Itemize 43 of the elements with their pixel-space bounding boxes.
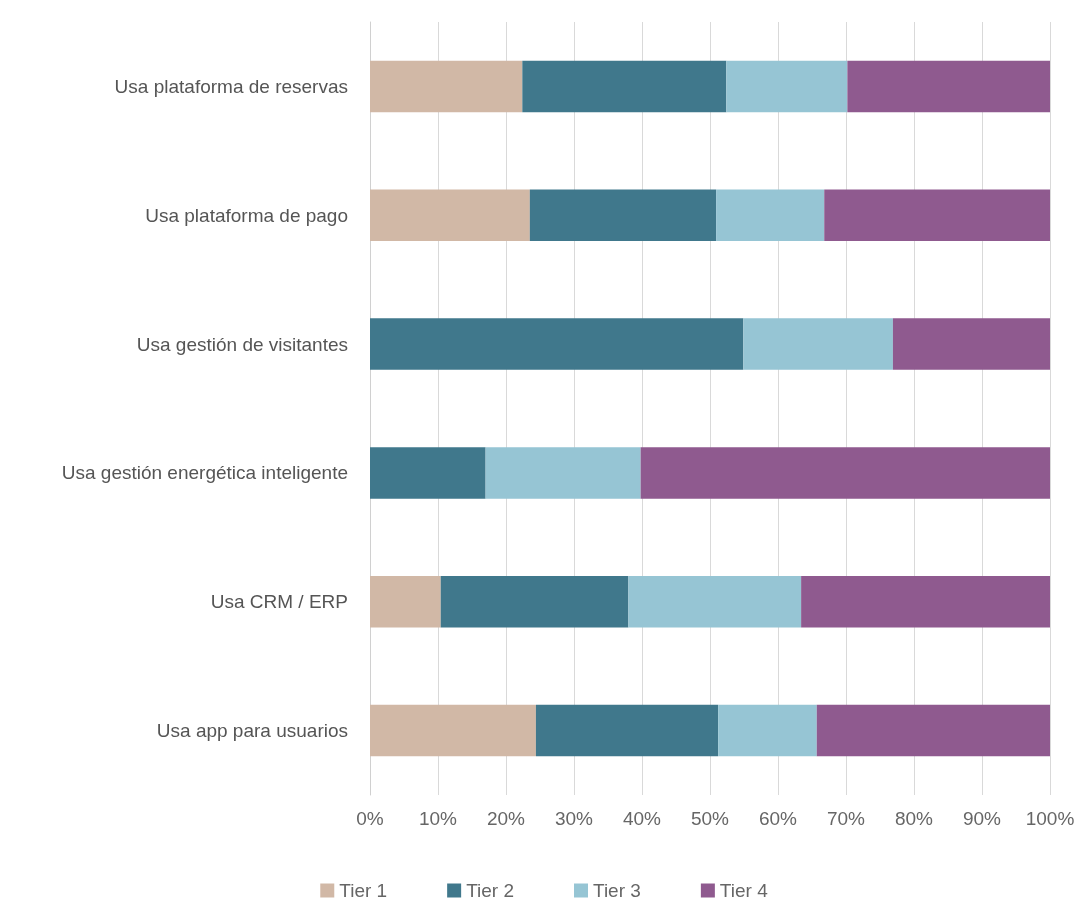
- x-tick-label: 10%: [418, 808, 458, 829]
- bar: [816, 704, 1050, 757]
- bar: [640, 447, 1050, 499]
- x-tick-label: 60%: [758, 808, 798, 829]
- bar: [370, 575, 441, 628]
- bar: [628, 575, 802, 628]
- bar: [522, 60, 727, 113]
- y-tick-label: Usa CRM / ERP: [210, 591, 348, 613]
- bar: [716, 189, 825, 242]
- legend-label: Tier 2: [466, 880, 515, 901]
- bar: [535, 704, 719, 757]
- legend-label: Tier 3: [593, 880, 641, 901]
- bar: [718, 704, 817, 757]
- bar: [847, 60, 1050, 113]
- x-tick-label: 0%: [356, 808, 384, 829]
- x-tick-label: 40%: [622, 808, 662, 829]
- bar: [370, 318, 744, 370]
- x-tick-label: 80%: [894, 808, 934, 829]
- bar: [726, 60, 848, 113]
- bar: [370, 447, 486, 499]
- x-tick-label: 30%: [554, 808, 594, 829]
- bar: [824, 189, 1050, 242]
- y-tick-label: Usa gestión energética inteligente: [61, 462, 348, 484]
- bar: [892, 318, 1050, 370]
- bar: [370, 704, 536, 757]
- x-tick-label: 20%: [486, 808, 526, 829]
- y-tick-label: Usa app para usuarios: [156, 720, 348, 742]
- y-tick-label: Usa plataforma de reservas: [114, 75, 348, 97]
- bar: [440, 575, 629, 628]
- bar: [529, 189, 717, 242]
- legend-label: Tier 4: [719, 880, 769, 901]
- x-tick-label: 70%: [826, 808, 866, 829]
- bar: [801, 575, 1050, 628]
- x-tick-label: 90%: [962, 808, 1002, 829]
- bar: [485, 447, 641, 499]
- bar: [370, 60, 523, 113]
- bar: [370, 189, 530, 242]
- bar: [743, 318, 893, 370]
- x-tick-label: 50%: [690, 808, 730, 829]
- y-tick-label: Usa gestión de visitantes: [136, 333, 348, 355]
- x-tick-label: 100%: [1025, 808, 1075, 829]
- legend-label: Tier 1: [339, 880, 388, 901]
- y-tick-label: Usa plataforma de pago: [145, 204, 348, 226]
